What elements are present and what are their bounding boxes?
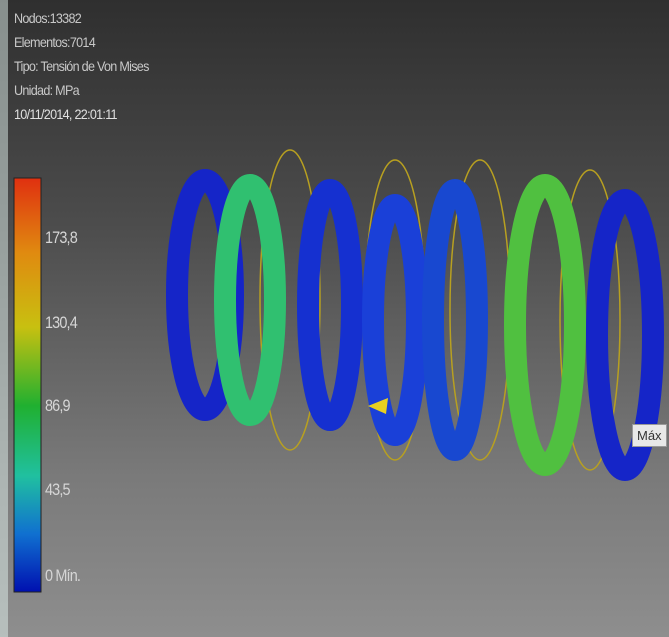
- spring-coils: [177, 180, 653, 470]
- info-line: Elementos:7014: [14, 34, 95, 50]
- info-line: Unidad: MPa: [14, 82, 79, 98]
- max-probe-label: Máx: [632, 424, 667, 447]
- legend-label: 86,9: [45, 396, 70, 416]
- left-edge: [0, 0, 8, 637]
- info-line: Nodos:13382: [14, 10, 81, 26]
- legend-label: 130,4: [45, 313, 77, 333]
- info-line: Tipo: Tensión de Von Mises: [14, 58, 149, 74]
- fea-viewport: Nodos:13382 Elementos:7014 Tipo: Tensión…: [0, 0, 669, 637]
- color-scale: [14, 178, 41, 592]
- legend-label: 43,5: [45, 480, 70, 500]
- model-graphics: [0, 0, 669, 637]
- legend-label: 0 Mín.: [45, 566, 80, 586]
- info-line: 10/11/2014, 22:01:11: [14, 106, 117, 122]
- legend-label: 173,8: [45, 228, 77, 248]
